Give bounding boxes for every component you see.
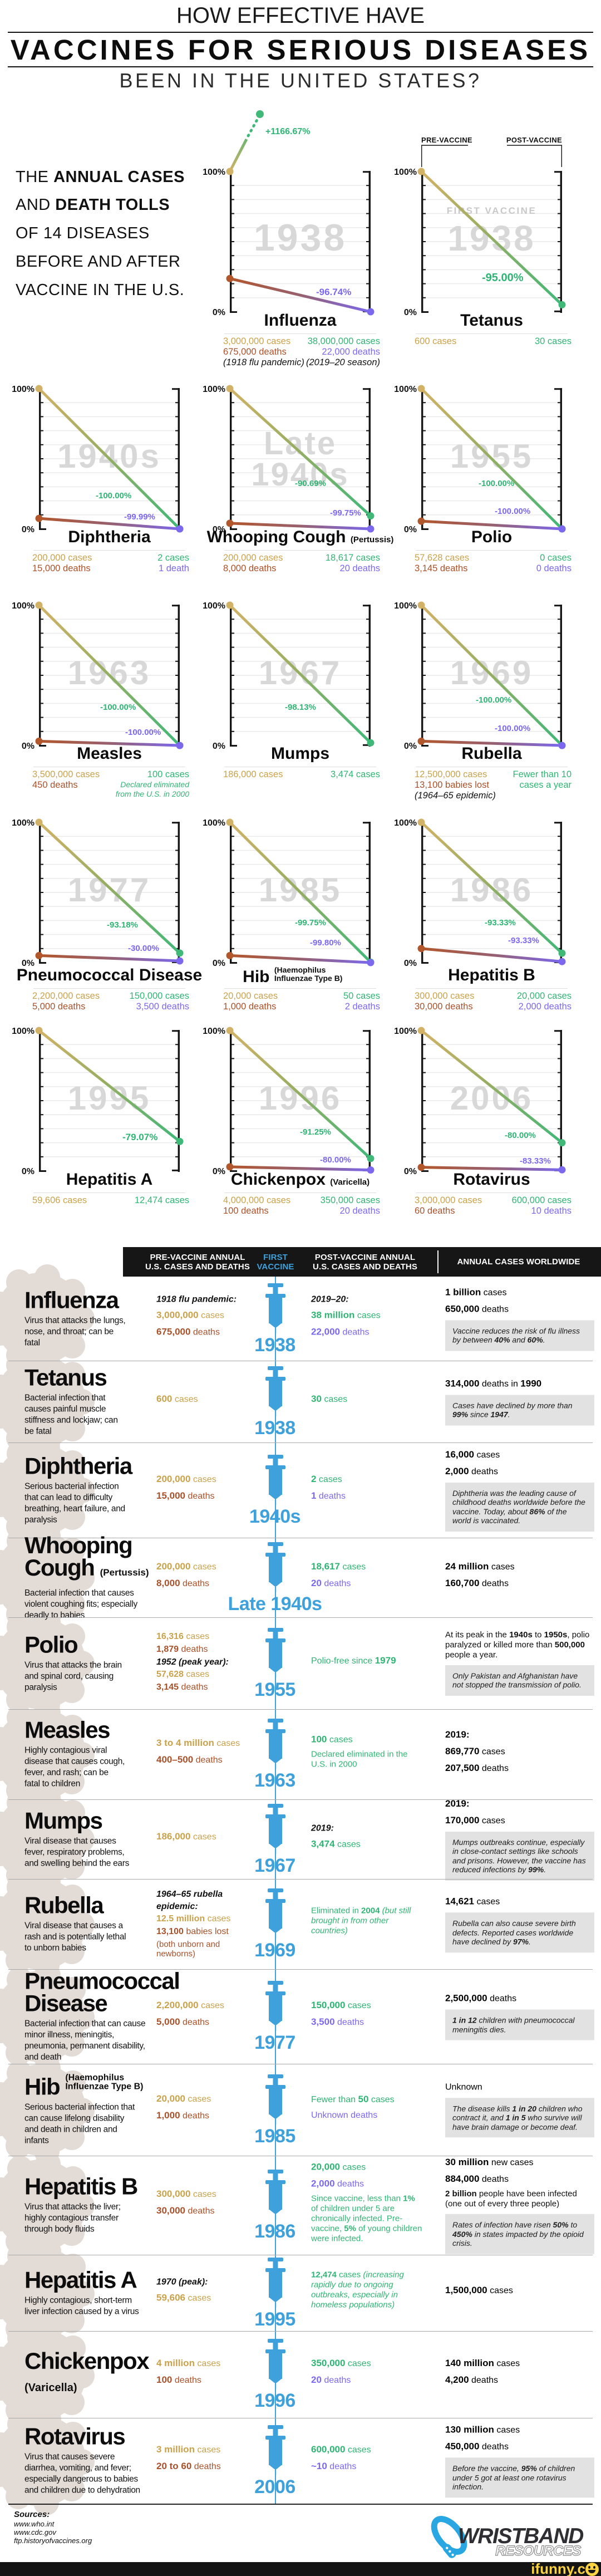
- svg-text:100%: 100%: [12, 601, 35, 611]
- svg-text:-90.69%: -90.69%: [295, 479, 326, 488]
- svg-text:100%: 100%: [203, 818, 225, 828]
- svg-text:100%: 100%: [394, 601, 417, 611]
- svg-text:0%: 0%: [22, 1167, 35, 1176]
- svg-text:-93.18%: -93.18%: [107, 920, 138, 930]
- svg-text:-100.00%: -100.00%: [476, 695, 511, 705]
- svg-text:-100.00%: -100.00%: [479, 479, 514, 488]
- svg-text:0%: 0%: [404, 525, 417, 534]
- svg-text:100%: 100%: [203, 385, 225, 394]
- svg-text:-83.33%: -83.33%: [520, 1156, 551, 1166]
- svg-text:0%: 0%: [404, 1167, 417, 1176]
- svg-text:-80.00%: -80.00%: [505, 1131, 536, 1140]
- svg-text:100%: 100%: [394, 1027, 417, 1036]
- svg-text:RESOURCES: RESOURCES: [495, 2543, 582, 2559]
- svg-text:100%: 100%: [203, 601, 225, 611]
- svg-text:-30.00%: -30.00%: [128, 944, 159, 953]
- svg-text:100%: 100%: [12, 818, 35, 828]
- svg-text:-80.00%: -80.00%: [320, 1155, 351, 1165]
- svg-text:0%: 0%: [213, 308, 225, 317]
- svg-text:1955: 1955: [450, 438, 533, 475]
- svg-text:0%: 0%: [213, 525, 225, 534]
- svg-text:0%: 0%: [22, 742, 35, 751]
- svg-text:POST-VACCINE: POST-VACCINE: [506, 136, 562, 144]
- svg-text:-96.74%: -96.74%: [316, 287, 351, 297]
- svg-text:-99.75%: -99.75%: [330, 508, 361, 518]
- svg-text:1986: 1986: [450, 871, 533, 909]
- svg-text:0%: 0%: [404, 308, 417, 317]
- svg-text:0%: 0%: [213, 742, 225, 751]
- svg-text:1940s: 1940s: [251, 457, 349, 493]
- svg-text:-100.00%: -100.00%: [100, 703, 136, 712]
- svg-text:FIRST VACCINE: FIRST VACCINE: [447, 205, 537, 216]
- svg-text:-95.00%: -95.00%: [482, 272, 524, 284]
- svg-text:0%: 0%: [213, 1167, 225, 1176]
- svg-text:WRISTBAND: WRISTBAND: [458, 2524, 584, 2548]
- svg-text:1977: 1977: [68, 871, 151, 909]
- svg-text:0%: 0%: [22, 525, 35, 534]
- svg-text:1938: 1938: [254, 217, 347, 259]
- svg-text:0%: 0%: [213, 959, 225, 968]
- svg-text:-93.33%: -93.33%: [485, 918, 516, 928]
- svg-text:1940s: 1940s: [57, 438, 161, 475]
- svg-text:-79.07%: -79.07%: [122, 1132, 157, 1142]
- svg-text:0%: 0%: [22, 959, 35, 968]
- svg-text:0%: 0%: [404, 959, 417, 968]
- svg-text:100%: 100%: [203, 1027, 225, 1036]
- svg-text:-93.33%: -93.33%: [508, 936, 539, 945]
- svg-text:-91.25%: -91.25%: [300, 1127, 331, 1137]
- svg-text:100%: 100%: [12, 385, 35, 394]
- svg-text:100%: 100%: [394, 168, 417, 177]
- svg-text:-100.00%: -100.00%: [125, 728, 161, 737]
- svg-text:100%: 100%: [394, 818, 417, 828]
- svg-text:PRE-VACCINE: PRE-VACCINE: [421, 136, 472, 144]
- svg-text:-100.00%: -100.00%: [96, 491, 131, 501]
- svg-text:-100.00%: -100.00%: [495, 724, 530, 733]
- svg-text:-99.75%: -99.75%: [295, 918, 326, 928]
- svg-text:100%: 100%: [12, 1027, 35, 1036]
- svg-text:-98.13%: -98.13%: [285, 703, 316, 712]
- svg-text:1985: 1985: [259, 871, 342, 909]
- svg-text:100%: 100%: [394, 385, 417, 394]
- svg-text:100%: 100%: [203, 168, 225, 177]
- svg-text:0%: 0%: [404, 742, 417, 751]
- svg-text:-100.00%: -100.00%: [495, 507, 530, 516]
- svg-text:-99.99%: -99.99%: [124, 512, 155, 522]
- svg-text:1963: 1963: [68, 654, 151, 691]
- svg-text:-99.80%: -99.80%: [310, 938, 341, 948]
- svg-text:1996: 1996: [259, 1080, 342, 1117]
- svg-text:+1166.67%: +1166.67%: [265, 127, 311, 136]
- svg-text:1969: 1969: [450, 654, 533, 691]
